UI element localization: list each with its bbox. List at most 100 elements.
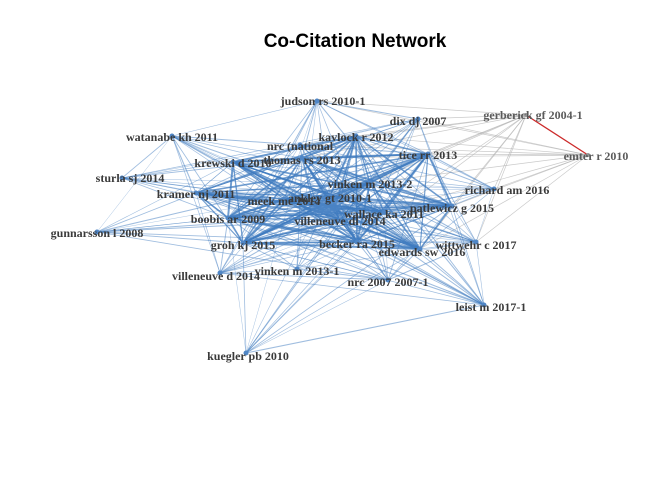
network-edge: [96, 231, 244, 244]
network-edge: [419, 188, 495, 250]
network-node: [367, 180, 373, 186]
network-edge: [195, 192, 341, 221]
network-edge: [219, 188, 495, 274]
node-label: krewski d 2010: [194, 156, 271, 170]
network-edge: [339, 135, 357, 201]
network-edge: [299, 144, 453, 207]
network-edge: [245, 153, 429, 354]
network-edge: [242, 219, 341, 244]
network-edge: [296, 268, 389, 281]
red-edges: [525, 114, 589, 156]
network-edge: [195, 135, 357, 194]
network-node: [417, 246, 423, 252]
network-edge: [96, 231, 358, 243]
network-edge: [96, 153, 429, 233]
network-edge: [369, 182, 495, 190]
network-edge: [383, 211, 477, 243]
network-edge: [451, 154, 589, 207]
node-label: emter r 2010: [564, 149, 629, 163]
network-edge: [195, 161, 234, 194]
network-edge: [121, 161, 234, 179]
network-edge: [195, 192, 244, 244]
network-edge: [227, 217, 389, 281]
network-edge: [369, 154, 589, 184]
node-label: leist m 2017-1: [456, 300, 527, 314]
node-label: villeneuve d 2014: [172, 269, 260, 283]
network-edge: [219, 272, 485, 306]
network-edge: [340, 212, 421, 250]
network-node: [385, 277, 391, 283]
network-edge: [355, 135, 477, 243]
network-edge: [227, 217, 247, 354]
network-edge: [417, 118, 453, 207]
network-edge: [356, 241, 485, 306]
network-node: [481, 302, 487, 308]
network-edge: [121, 177, 229, 219]
network-edge: [356, 241, 421, 250]
network-edge: [245, 248, 421, 354]
network-edge: [427, 153, 453, 207]
network-node: [294, 266, 300, 272]
network-edge: [227, 217, 341, 221]
network-edge: [245, 241, 358, 354]
network-node: [354, 239, 360, 245]
network-edge: [369, 182, 477, 243]
node-label: kuegler pb 2010: [207, 349, 289, 363]
network-node: [425, 151, 431, 157]
network-node: [491, 186, 497, 192]
network-edge: [342, 195, 421, 250]
network-node: [240, 240, 246, 246]
node-label: gerberick gf 2004-1: [483, 108, 582, 122]
network-node: [586, 153, 590, 157]
network-edge: [96, 192, 197, 233]
node-labels: judson rs 2010-1 dix dj 2007 gerberick gf …: [51, 94, 629, 363]
network-edge: [301, 157, 453, 207]
network-edge: [387, 241, 477, 281]
network-node: [337, 217, 343, 223]
node-label: edwards sw 2016: [379, 245, 466, 259]
network-edge: [419, 154, 589, 250]
network-edge: [299, 144, 589, 156]
node-label: groh kj 2015: [211, 238, 275, 252]
network-edge: [242, 242, 298, 270]
network-edge: [451, 205, 477, 243]
network-edge: [171, 100, 318, 137]
network-node: [473, 239, 479, 245]
network-edge: [369, 182, 453, 207]
network-node: [169, 133, 175, 139]
node-label: thomas rs 2013: [263, 153, 340, 167]
node-label: ankley gt 2010-1: [288, 191, 372, 205]
node-label: sturla sj 2014: [96, 171, 165, 185]
network-edge: [219, 205, 453, 274]
network-edge: [227, 217, 485, 306]
node-label: gunnarsson l 2008: [51, 226, 144, 240]
network-edge: [475, 188, 495, 243]
network-edge: [475, 241, 485, 306]
network-edge: [245, 205, 453, 354]
node-label: vinken m 2013-2: [328, 177, 413, 191]
network-edge: [334, 205, 421, 250]
network-node: [381, 209, 387, 215]
network-edge: [171, 135, 197, 194]
node-label: kavlock r 2012: [318, 130, 393, 144]
chart-title: Co-Citation Network: [264, 31, 447, 52]
network-edge: [245, 279, 389, 354]
network-nodes: [94, 98, 590, 356]
network-edge: [195, 157, 303, 194]
node-label: judson rs 2010-1: [280, 94, 366, 108]
node-label: nrc 2007 2007-1: [347, 275, 428, 289]
node-label: watanabe kh 2011: [126, 130, 218, 144]
network-node: [299, 155, 305, 161]
network-edge: [316, 100, 419, 120]
network-edge: [242, 242, 247, 354]
network-edge: [219, 268, 298, 274]
network-edge: [417, 118, 485, 306]
network-edge: [299, 144, 429, 155]
network-edge: [232, 161, 333, 197]
network-edge: [383, 114, 527, 213]
network-edge: [296, 241, 358, 270]
network-edge: [121, 135, 173, 179]
network-node: [415, 116, 421, 122]
network-edge: [296, 211, 385, 270]
